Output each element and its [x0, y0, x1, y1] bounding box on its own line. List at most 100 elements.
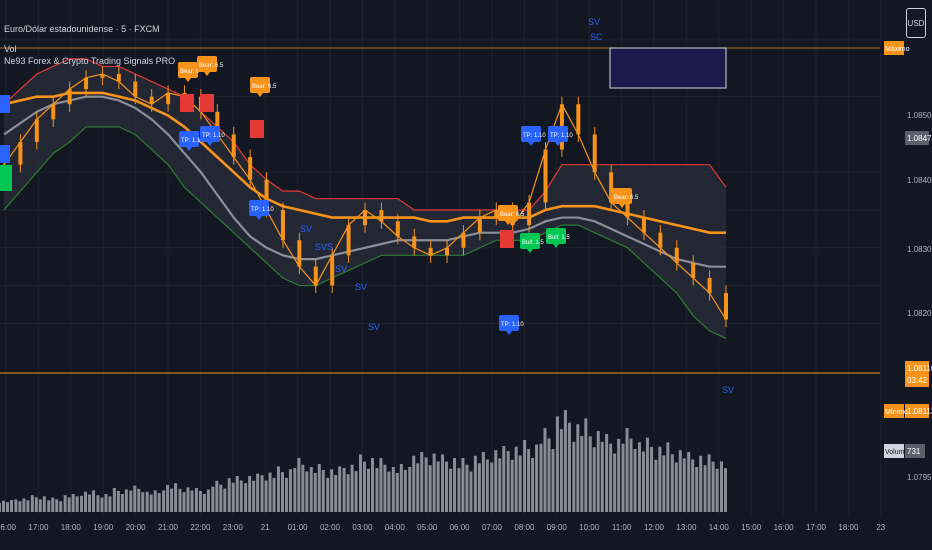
volume-bar [313, 473, 317, 512]
volume-bar [38, 499, 42, 512]
symbol-title[interactable]: Euro/Dólar estadounidense · 5 · FXCM [4, 24, 160, 34]
tp-label-text: TP: 1.10 [202, 133, 225, 139]
max-tag: Máximo [885, 46, 910, 53]
sell-marker[interactable] [200, 94, 214, 112]
volume-bar [137, 488, 141, 512]
volume-bar [256, 473, 260, 512]
sell-marker[interactable] [180, 94, 194, 112]
tp-label-pointer [528, 142, 534, 146]
bear-label[interactable]: Bear: 6.5 [197, 56, 224, 76]
volume-bar [330, 469, 334, 512]
candle-body [346, 225, 351, 256]
volume-bar [260, 475, 264, 512]
x-tick-label: 22:00 [190, 523, 211, 532]
volume-bar [518, 455, 522, 512]
candle-body [18, 142, 23, 165]
zone-box [609, 47, 727, 89]
tp-label-box [179, 131, 199, 147]
bear-label-text: Bear: 6.5 [500, 212, 525, 218]
tp-label-text: TP: 1.10 [501, 322, 524, 328]
volume-bar [63, 495, 67, 512]
bear-label[interactable]: Bear: 6.5 [498, 205, 525, 225]
x-tick-label: 11:00 [612, 523, 632, 532]
candle-body [674, 247, 679, 263]
volume-bar [506, 451, 510, 512]
tp-label-box [548, 126, 568, 142]
tp-label[interactable]: TP: 1.10 [548, 126, 573, 146]
signal-text-mark: SV [300, 224, 312, 234]
bear-label-pointer [185, 78, 191, 82]
volume-bar [408, 467, 412, 512]
volume-bar [543, 428, 547, 512]
volume-bar [510, 459, 514, 512]
volume-bar [711, 461, 715, 512]
candle-body [248, 157, 253, 180]
volume-bar [424, 457, 428, 512]
volume-bar [465, 464, 469, 512]
volume-bar [75, 496, 79, 512]
volume-bar [301, 464, 305, 512]
volume-tag-bg [884, 444, 904, 458]
volume-bar [625, 428, 629, 512]
tp-label[interactable]: TP: 1.10 [521, 126, 546, 146]
candle-body [543, 149, 548, 203]
volume-bar [588, 436, 592, 512]
candle-body [576, 104, 581, 135]
max-tag-bg [884, 41, 904, 55]
signal-text-mark: SV [335, 264, 347, 274]
x-tick-label: 21 [261, 523, 270, 532]
volume-bar [145, 491, 149, 512]
last-ma-label: 1.08473 [907, 134, 932, 143]
tp-label[interactable]: TP: 1.10 [200, 126, 225, 146]
bear-label-box [612, 188, 632, 204]
indicator-legend[interactable]: Ne93 Forex & Crypto Trading Signals PRO [4, 56, 176, 66]
currency-button[interactable]: USD [906, 8, 926, 38]
candle-body [116, 74, 121, 82]
buy-label[interactable]: Bull: 1.5 [520, 233, 544, 253]
volume-bar [699, 455, 703, 512]
bear-label-box [498, 205, 518, 221]
sell-marker[interactable] [500, 230, 514, 248]
min-tag: Mínimo [885, 409, 908, 416]
volume-bar [293, 468, 297, 512]
y-tick-label: 1.08200 [907, 309, 932, 318]
bear-label-pointer [204, 72, 210, 76]
x-tick-label: 08:00 [514, 523, 535, 532]
volume-bar [190, 490, 194, 512]
bear-label-text: Bear: 6.5 [252, 84, 277, 90]
volume-bar [449, 468, 453, 512]
volume-bar [153, 490, 157, 512]
y-tick-label: 1.08500 [907, 111, 932, 120]
volume-bar [555, 416, 559, 512]
x-tick-label: 06:00 [450, 523, 471, 532]
candle-body [527, 202, 532, 226]
volume-bar [412, 455, 416, 512]
volume-bar [166, 485, 170, 512]
volume-legend[interactable]: Vol [4, 44, 17, 54]
volume-bar [481, 452, 485, 512]
volume-bar [436, 461, 440, 512]
bear-label[interactable]: Bear: 9 [178, 62, 200, 82]
buy-label[interactable]: Bull: 1.5 [546, 228, 570, 248]
sell-marker[interactable] [250, 120, 264, 138]
cloud-upper-line [3, 58, 727, 211]
volume-bar [346, 474, 350, 512]
tp-label[interactable]: TP: 1.10 [499, 315, 524, 335]
tp-label-box [200, 126, 220, 142]
bear-label[interactable]: Bear: 6.5 [250, 77, 277, 97]
candle-body [215, 111, 220, 135]
volume-bar [239, 480, 243, 512]
tp-label[interactable]: TP: 1.10 [179, 131, 204, 151]
bear-label[interactable]: Bear: 6.5 [612, 188, 639, 208]
volume-bar [383, 464, 387, 512]
volume-bar [0, 503, 1, 512]
volume-bar [441, 454, 445, 512]
volume-bar [26, 500, 30, 512]
volume-bar [580, 435, 584, 512]
tp-label[interactable]: TP: 1.10 [249, 200, 274, 220]
volume-bar [559, 429, 563, 512]
volume-bar [42, 496, 46, 512]
volume-bar [485, 459, 489, 512]
